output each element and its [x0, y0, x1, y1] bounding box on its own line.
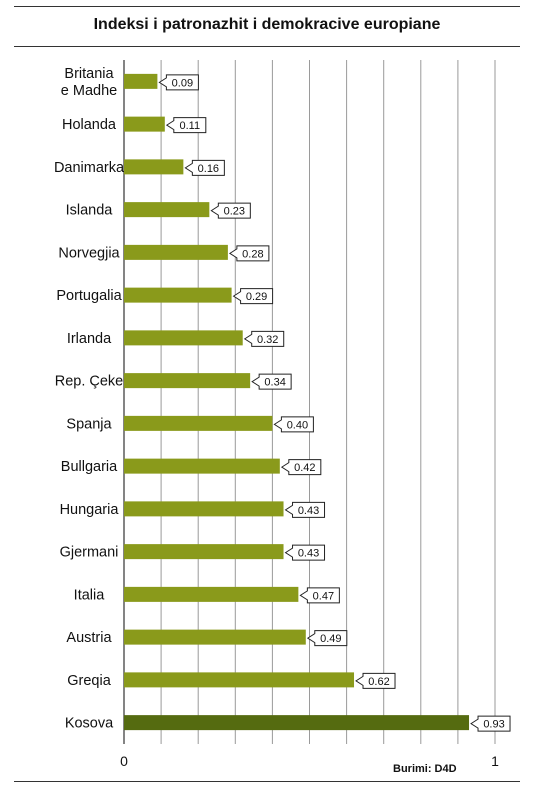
value-callout [284, 544, 326, 561]
value-callout [280, 459, 322, 476]
bar [124, 415, 273, 431]
value-callout [158, 74, 199, 91]
value-label: 0.29 [246, 291, 267, 303]
value-callout [184, 159, 225, 176]
category-label: Hungaria [60, 502, 120, 518]
bar [124, 116, 165, 132]
category-label: Portugalia [56, 288, 122, 304]
category-label: Holanda [62, 117, 117, 133]
value-label: 0.28 [242, 248, 263, 260]
category-label: Rep. Çeke [55, 374, 124, 390]
value-label: 0.34 [264, 377, 285, 389]
value-label: 0.23 [224, 206, 245, 218]
value-callout [228, 245, 270, 262]
value-callout [355, 672, 396, 689]
bar [124, 244, 228, 260]
bar [124, 586, 299, 602]
value-label: 0.42 [294, 462, 315, 474]
title-rule [14, 46, 520, 47]
bar [124, 629, 306, 645]
bar [124, 202, 210, 218]
value-label: 0.16 [198, 163, 219, 175]
value-label: 0.49 [320, 633, 341, 645]
bar [124, 458, 280, 474]
category-label: Islanda [66, 203, 114, 219]
category-label: Gjermani [60, 545, 119, 561]
bar [124, 715, 470, 731]
category-label: Danimarka [54, 160, 125, 176]
value-label: 0.11 [180, 120, 201, 132]
category-label: Norvegjia [58, 245, 120, 261]
value-callout [210, 202, 251, 219]
category-label: Greqia [67, 673, 111, 689]
bar [124, 330, 243, 346]
bottom-rule [14, 781, 520, 782]
category-label: Italia [74, 587, 106, 603]
chart-title: Indeksi i patronazhit i demokracive euro… [93, 16, 441, 33]
bar [124, 73, 158, 89]
category-label: Britania e Madhe [61, 66, 117, 99]
x-tick-label: 0 [120, 753, 128, 769]
value-callout [299, 587, 340, 604]
value-callout [243, 330, 285, 347]
category-label: Irlanda [67, 331, 112, 347]
value-label: 0.47 [313, 590, 334, 602]
value-callout [470, 715, 511, 732]
top-rule [14, 6, 520, 7]
value-label: 0.62 [368, 676, 389, 688]
value-callout [251, 373, 292, 390]
bar [124, 159, 184, 175]
bar [124, 672, 355, 688]
x-tick-label: 1 [491, 753, 499, 769]
value-callout [306, 630, 348, 647]
category-label: Austria [66, 630, 112, 646]
source-note: Burimi: D4D [393, 763, 457, 775]
category-label: Spanja [66, 416, 112, 432]
bar [124, 287, 232, 303]
value-label: 0.40 [287, 419, 308, 431]
value-label: 0.93 [483, 719, 504, 731]
bar [124, 373, 251, 389]
value-label: 0.09 [172, 77, 193, 89]
category-label: Bullgaria [61, 459, 118, 475]
value-callout [232, 288, 274, 305]
value-label: 0.43 [298, 548, 319, 560]
bar [124, 501, 284, 517]
value-label: 0.43 [298, 505, 319, 517]
bar [124, 544, 284, 560]
value-label: 0.32 [257, 334, 278, 346]
value-callout [284, 501, 326, 518]
value-callout [273, 416, 314, 433]
value-callout [165, 117, 207, 134]
category-label: Kosova [65, 716, 114, 732]
